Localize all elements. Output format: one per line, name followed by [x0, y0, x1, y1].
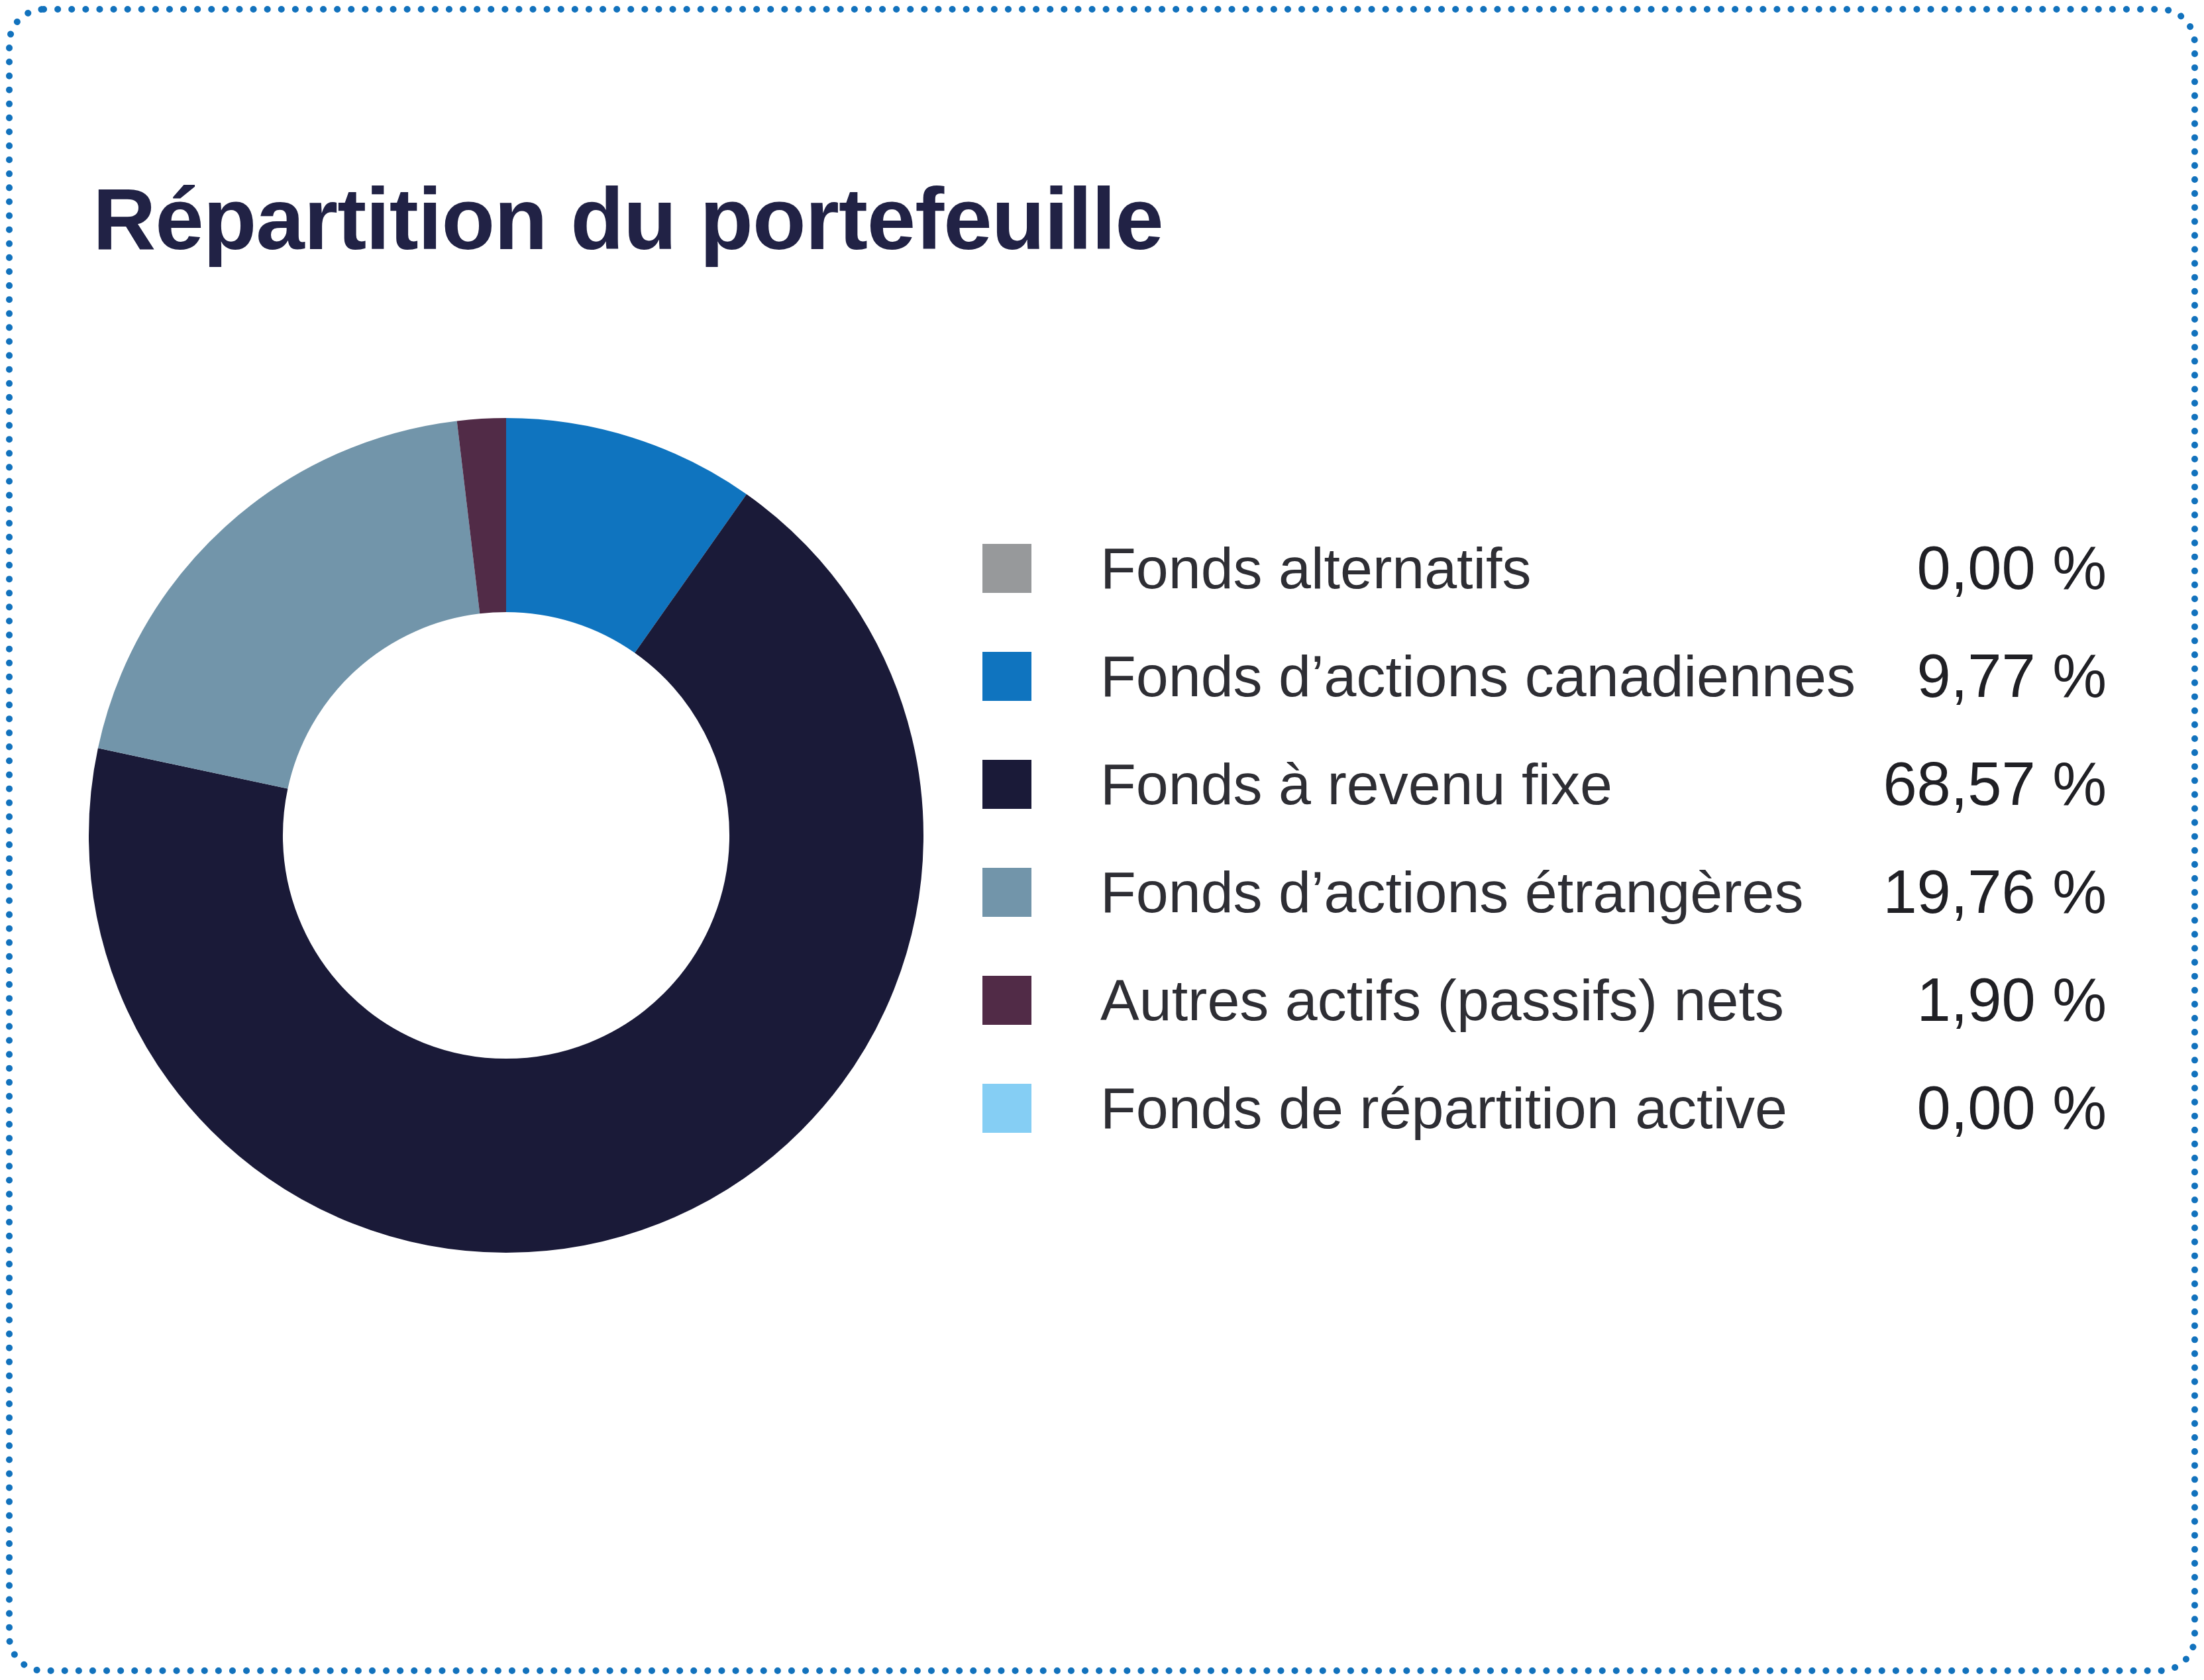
legend-swatch-icon: [982, 760, 1031, 809]
donut-chart-container: [89, 418, 923, 1253]
legend-label: Fonds d’actions étrangères: [1100, 859, 1883, 926]
legend-value: 68,57 %: [1883, 749, 2107, 819]
donut-chart: [89, 418, 923, 1253]
legend-item: Fonds à revenu fixe 68,57 %: [982, 730, 2107, 838]
legend-item: Fonds d’actions étrangères 19,76 %: [982, 838, 2107, 946]
legend-item: Fonds alternatifs 0,00 %: [982, 514, 2107, 622]
legend-value: 0,00 %: [1917, 533, 2107, 603]
legend-value: 9,77 %: [1917, 641, 2107, 711]
portfolio-allocation-card: Répartition du portefeuille Fonds altern…: [0, 0, 2204, 1680]
legend-value: 1,90 %: [1917, 965, 2107, 1035]
legend-item: Fonds d’actions canadiennes 9,77 %: [982, 622, 2107, 730]
legend-item: Fonds de répartition active 0,00 %: [982, 1054, 2107, 1162]
legend-value: 19,76 %: [1883, 857, 2107, 927]
legend-swatch-icon: [982, 976, 1031, 1025]
legend-label: Autres actifs (passifs) nets: [1100, 967, 1917, 1034]
legend-label: Fonds à revenu fixe: [1100, 751, 1883, 818]
legend-swatch-icon: [982, 868, 1031, 917]
legend-item: Autres actifs (passifs) nets 1,90 %: [982, 946, 2107, 1054]
legend-value: 0,00 %: [1917, 1073, 2107, 1143]
legend-swatch-icon: [982, 652, 1031, 701]
legend-swatch-icon: [982, 1084, 1031, 1133]
legend-label: Fonds d’actions canadiennes: [1100, 643, 1917, 710]
page-title: Répartition du portefeuille: [93, 167, 1163, 272]
legend-label: Fonds alternatifs: [1100, 535, 1917, 602]
chart-legend: Fonds alternatifs 0,00 % Fonds d’actions…: [982, 514, 2107, 1162]
legend-swatch-icon: [982, 544, 1031, 593]
legend-label: Fonds de répartition active: [1100, 1075, 1917, 1142]
